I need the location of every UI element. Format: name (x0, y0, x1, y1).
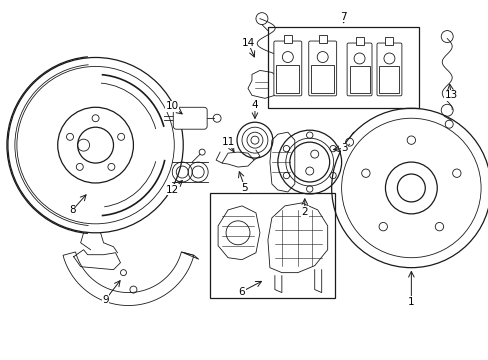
Text: 2: 2 (301, 207, 307, 217)
FancyBboxPatch shape (346, 43, 371, 96)
FancyBboxPatch shape (173, 107, 207, 129)
Text: 5: 5 (241, 183, 248, 193)
Text: 14: 14 (241, 37, 254, 48)
Text: 10: 10 (165, 101, 179, 111)
Bar (318, 35, 326, 42)
Bar (276, 65, 299, 93)
Bar (276, 65, 299, 93)
Bar (379, 66, 399, 93)
Bar (310, 65, 333, 93)
Bar (267, 27, 419, 108)
Bar (379, 66, 399, 93)
Bar (210, 193, 334, 298)
Text: 7: 7 (340, 12, 346, 22)
Text: 13: 13 (444, 90, 457, 100)
Bar (283, 35, 291, 42)
Text: 4: 4 (251, 100, 258, 110)
Bar (349, 66, 369, 93)
Text: 1: 1 (407, 297, 414, 306)
Text: 3: 3 (341, 143, 347, 153)
Text: 12: 12 (165, 185, 179, 195)
FancyBboxPatch shape (308, 41, 336, 96)
Text: 8: 8 (69, 205, 76, 215)
FancyBboxPatch shape (376, 43, 401, 96)
Bar (349, 66, 369, 93)
FancyBboxPatch shape (273, 41, 301, 96)
Bar (355, 37, 363, 45)
Text: 11: 11 (221, 137, 234, 147)
Bar (310, 65, 333, 93)
Text: 6: 6 (238, 287, 245, 297)
Bar (385, 37, 393, 45)
Text: 9: 9 (102, 294, 109, 305)
